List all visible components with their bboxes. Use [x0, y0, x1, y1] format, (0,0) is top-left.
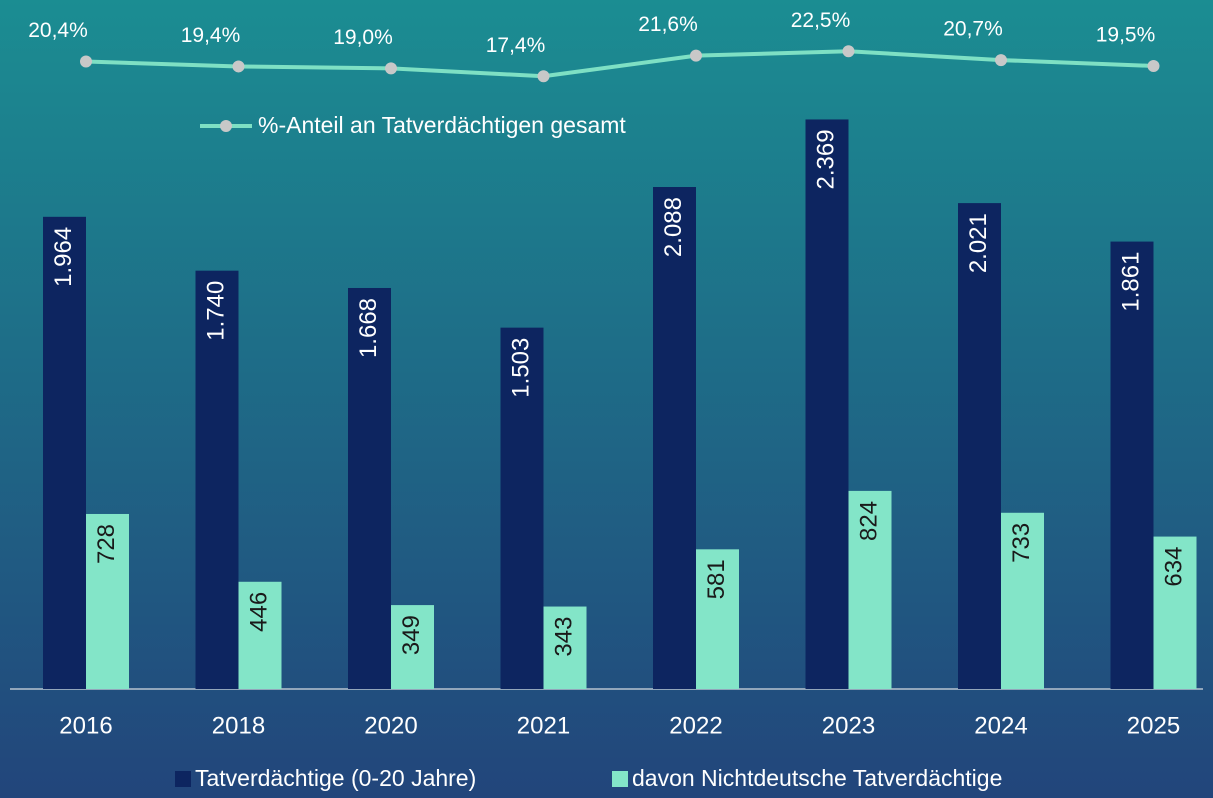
bar [238, 581, 282, 689]
value-label: 1.740 [202, 281, 229, 341]
bar [391, 605, 434, 689]
line-marker [385, 62, 397, 75]
value-label: 1.668 [355, 298, 382, 358]
legend-label: %-Anteil an Tatverdächtigen gesamt [258, 112, 626, 138]
value-label: 17,4% [486, 34, 546, 57]
value-label: 1.861 [1117, 252, 1144, 312]
value-label: 1.964 [50, 227, 77, 287]
value-label: 21,6% [638, 13, 698, 36]
bar [86, 513, 129, 689]
value-label: 2.021 [965, 213, 992, 273]
value-label: 733 [1008, 523, 1035, 563]
value-label: 343 [550, 617, 577, 657]
bar [348, 287, 391, 689]
value-label: 1.503 [507, 338, 534, 398]
value-label: 2.369 [812, 129, 839, 189]
legend-swatch [175, 771, 191, 787]
bar [1001, 512, 1044, 689]
x-tick-label: 2024 [974, 712, 1027, 739]
line-marker [690, 49, 702, 62]
bar [500, 327, 544, 689]
legend-marker [220, 120, 232, 132]
value-label: 19,4% [181, 24, 241, 47]
bar [43, 216, 86, 690]
line-marker [1147, 59, 1160, 72]
value-label: 20,4% [28, 19, 88, 42]
line-marker [995, 54, 1007, 67]
x-tick-label: 2016 [59, 712, 112, 739]
value-label: 22,5% [791, 9, 851, 32]
bar [958, 203, 1001, 689]
bar [653, 187, 696, 689]
value-label: 728 [93, 524, 120, 564]
bar [543, 606, 587, 689]
x-tick-label: 2018 [212, 712, 265, 739]
legend-label: Tatverdächtige (0-20 Jahre) [195, 765, 476, 791]
value-label: 19,5% [1096, 23, 1156, 46]
x-tick-label: 2020 [364, 712, 417, 739]
bar [696, 549, 739, 689]
legend-swatch [612, 771, 628, 787]
bar [1110, 241, 1154, 689]
value-label: 2.088 [660, 197, 687, 257]
value-label: 446 [245, 592, 272, 632]
value-label: 581 [703, 559, 730, 599]
value-label: 349 [398, 615, 425, 655]
x-tick-label: 2021 [517, 712, 570, 739]
line [85, 49, 1154, 79]
value-label: 634 [1160, 547, 1187, 587]
bar [195, 270, 239, 689]
x-tick-label: 2022 [669, 712, 722, 739]
value-label: 824 [855, 501, 882, 541]
legend-label: davon Nichtdeutsche Tatverdächtige [632, 765, 1002, 791]
bar [805, 119, 849, 689]
bar [848, 490, 892, 689]
line-marker [842, 45, 855, 58]
x-tick-label: 2023 [822, 712, 875, 739]
x-tick-label: 2025 [1127, 712, 1180, 739]
value-label: 20,7% [943, 18, 1003, 41]
bar [1153, 536, 1197, 689]
line-marker [80, 55, 92, 68]
line-marker [537, 70, 550, 83]
value-label: 19,0% [333, 26, 393, 49]
line-marker [232, 60, 245, 73]
